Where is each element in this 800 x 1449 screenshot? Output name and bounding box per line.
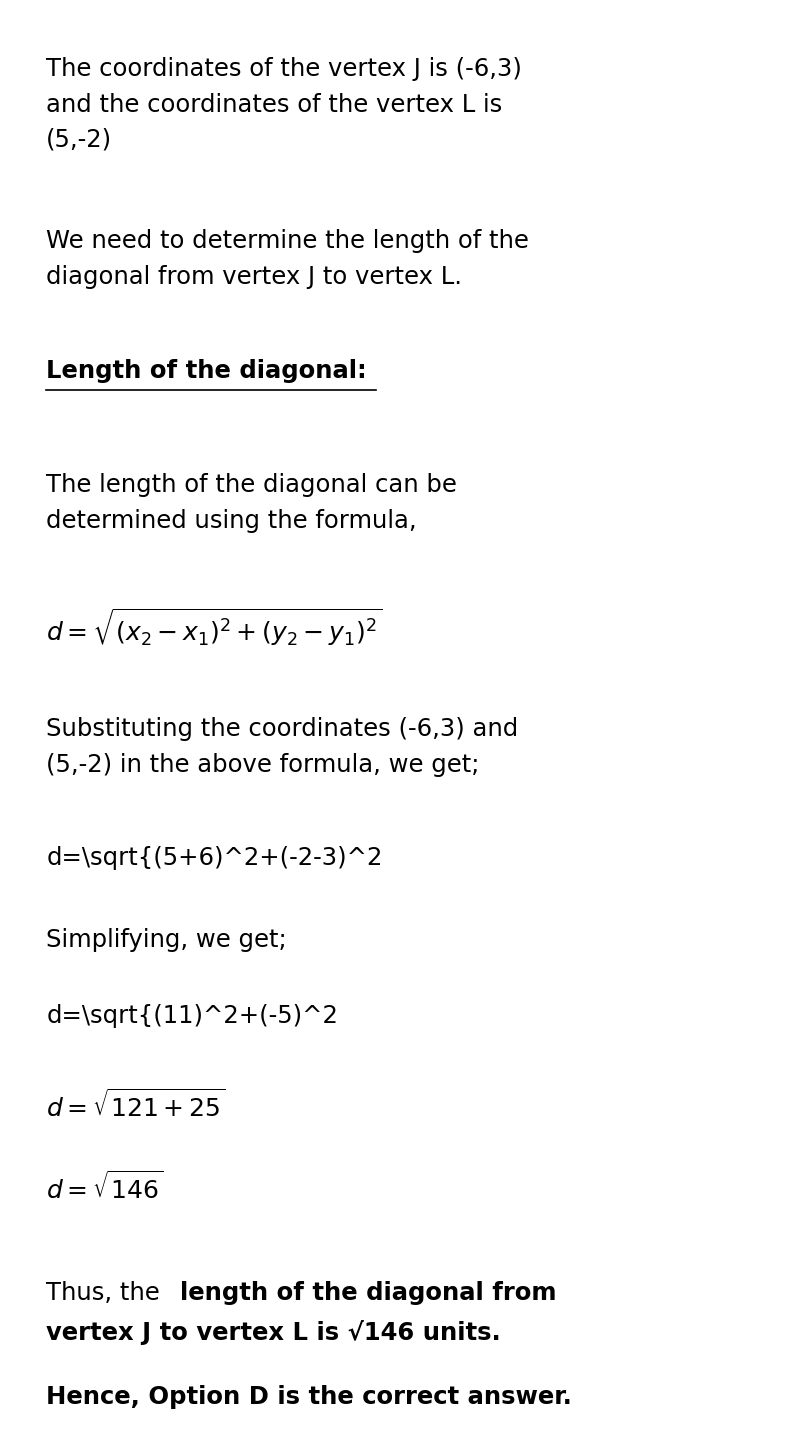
Text: Simplifying, we get;: Simplifying, we get;	[46, 929, 287, 952]
Text: $d = \sqrt{121 + 25}$: $d = \sqrt{121 + 25}$	[46, 1091, 226, 1123]
Text: Length of the diagonal:: Length of the diagonal:	[46, 358, 367, 383]
Text: vertex J to vertex L is √146 units.: vertex J to vertex L is √146 units.	[46, 1320, 501, 1345]
Text: Hence, Option D is the correct answer.: Hence, Option D is the correct answer.	[46, 1385, 572, 1408]
Text: Substituting the coordinates (-6,3) and
(5,-2) in the above formula, we get;: Substituting the coordinates (-6,3) and …	[46, 717, 518, 777]
Text: Thus, the: Thus, the	[46, 1281, 168, 1306]
Text: The coordinates of the vertex J is (-6,3)
and the coordinates of the vertex L is: The coordinates of the vertex J is (-6,3…	[46, 57, 522, 152]
Text: $d = \sqrt{146}$: $d = \sqrt{146}$	[46, 1172, 163, 1206]
Text: length of the diagonal from: length of the diagonal from	[179, 1281, 556, 1306]
Text: The length of the diagonal can be
determined using the formula,: The length of the diagonal can be determ…	[46, 474, 457, 533]
Text: d=\sqrt{(5+6)^2+(-2-3)^2: d=\sqrt{(5+6)^2+(-2-3)^2	[46, 846, 382, 871]
Text: $d = \sqrt{(x_2 - x_1)^2 + (y_2 - y_1)^2}$: $d = \sqrt{(x_2 - x_1)^2 + (y_2 - y_1)^2…	[46, 607, 382, 649]
Text: We need to determine the length of the
diagonal from vertex J to vertex L.: We need to determine the length of the d…	[46, 229, 529, 288]
Text: d=\sqrt{(11)^2+(-5)^2: d=\sqrt{(11)^2+(-5)^2	[46, 1004, 338, 1029]
